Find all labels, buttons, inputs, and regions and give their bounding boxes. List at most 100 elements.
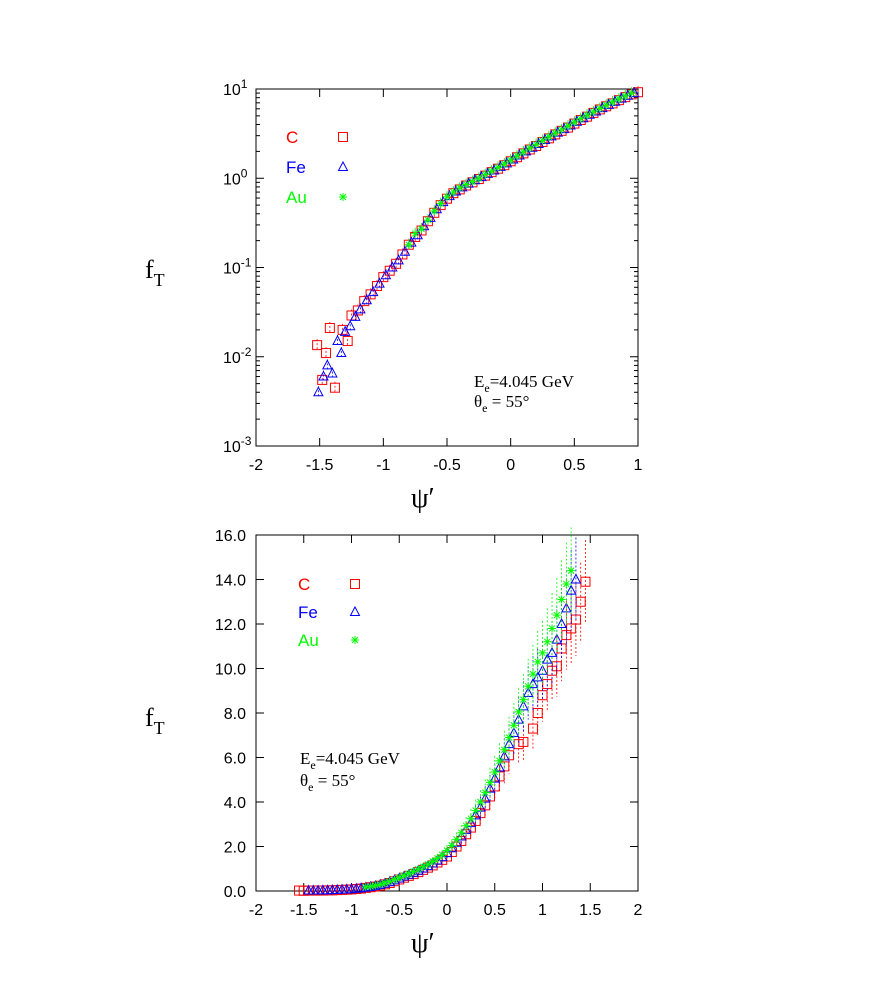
- data-point: [570, 573, 582, 584]
- legend: C Fe Au: [298, 575, 361, 650]
- y-tick-label: 14.0: [215, 573, 246, 590]
- legend-label: Fe: [286, 158, 306, 177]
- data-point: [339, 325, 351, 336]
- data-point: [312, 340, 323, 351]
- data-point: [419, 862, 428, 871]
- data-point: [436, 199, 445, 208]
- y-tick-label: 4.0: [224, 795, 246, 812]
- data-point: [532, 140, 541, 149]
- data-point: [352, 305, 363, 316]
- data-point: [411, 229, 420, 238]
- data-point: [481, 788, 490, 797]
- data-point: [470, 809, 481, 820]
- data-point: [462, 821, 471, 830]
- data-point: [438, 850, 447, 859]
- data-point: [485, 778, 494, 787]
- data-point: [361, 294, 373, 305]
- data-point: [557, 595, 566, 604]
- data-point: [462, 180, 471, 189]
- data-point: [505, 733, 514, 742]
- x-axis-label: ψ′: [411, 483, 435, 514]
- data-point: [576, 114, 585, 123]
- data-point: [481, 170, 490, 179]
- data-point: [385, 877, 394, 886]
- data-point: [518, 700, 529, 711]
- data-point: [608, 98, 617, 107]
- data-point: [519, 695, 528, 704]
- data-marks: [312, 86, 643, 399]
- data-point: [365, 289, 376, 300]
- data-point: [503, 738, 515, 749]
- x-tick-label: -0.5: [433, 457, 461, 474]
- data-point: [367, 286, 379, 297]
- data-point: [338, 132, 348, 142]
- data-point: [490, 767, 499, 776]
- data-point: [327, 367, 338, 378]
- data-point: [350, 579, 360, 589]
- data-point: [494, 761, 505, 772]
- axis-ticks: [255, 534, 639, 892]
- energy-annotation: Ee=4.045 GeV: [300, 749, 401, 772]
- data-point: [589, 107, 598, 116]
- data-point: [514, 707, 523, 716]
- data-point: [409, 867, 418, 876]
- y-axis-label: fT: [145, 703, 165, 738]
- data-point: [393, 254, 404, 265]
- data-point: [567, 566, 576, 575]
- data-point: [404, 869, 413, 878]
- data-point: [575, 596, 586, 607]
- data-point: [313, 386, 324, 397]
- x-tick-label: 2: [634, 902, 643, 919]
- data-point: [371, 281, 382, 292]
- data-point: [366, 882, 375, 891]
- data-point: [621, 91, 630, 100]
- data-point: [543, 637, 552, 646]
- legend-label: C: [298, 575, 310, 594]
- data-point: [413, 864, 424, 875]
- data-point: [541, 653, 553, 664]
- data-point: [528, 670, 537, 679]
- data-point: [342, 336, 353, 347]
- x-tick-label: -1: [376, 457, 390, 474]
- data-point: [551, 129, 560, 138]
- data-point: [544, 132, 553, 141]
- x-tick-labels: -2 -1.5 -1 -0.5 0 0.5 1: [249, 457, 643, 474]
- data-point: [449, 188, 458, 197]
- data-point: [414, 865, 423, 874]
- data-point: [538, 648, 547, 657]
- x-tick-labels: -2 -1.5 -1 -0.5 0 0.5 1 1.5 2: [249, 902, 643, 919]
- data-point: [533, 657, 542, 666]
- data-point: [404, 240, 413, 249]
- y-tick-label: 10-3: [223, 434, 252, 456]
- data-point: [493, 163, 502, 172]
- data-point: [452, 835, 461, 844]
- data-point: [417, 862, 429, 873]
- linear-scale-panel: -2 -1.5 -1 -0.5 0 0.5 1 1.5 2 0.0 2.0 4.0 6.0 8.0 10.…: [145, 527, 643, 959]
- plot-frame: [255, 88, 639, 447]
- y-tick-label: 6.0: [224, 751, 246, 768]
- y-tick-label: 2.0: [224, 840, 246, 857]
- x-tick-label: -2: [249, 457, 263, 474]
- data-point: [546, 646, 558, 657]
- y-tick-label: 8.0: [224, 706, 246, 723]
- data-point: [583, 111, 592, 120]
- data-point: [335, 346, 347, 358]
- data-point: [556, 617, 567, 628]
- data-point: [548, 624, 557, 633]
- data-point: [457, 828, 466, 837]
- data-point: [390, 875, 399, 884]
- data-point: [565, 584, 577, 595]
- data-point: [380, 878, 389, 887]
- data-point: [489, 772, 501, 783]
- data-point: [513, 713, 524, 724]
- data-point: [349, 310, 361, 321]
- data-point: [570, 118, 579, 127]
- data-point: [476, 798, 485, 806]
- data-point: [337, 160, 349, 171]
- data-point: [432, 854, 443, 865]
- data-point: [351, 636, 359, 644]
- data-point: [318, 370, 329, 381]
- y-tick-labels: 10-3 10-2 10-1 100 101: [223, 77, 252, 456]
